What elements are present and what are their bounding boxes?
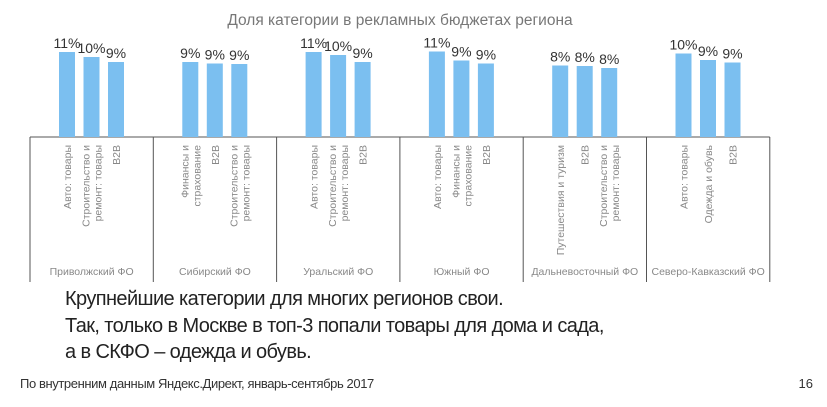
category-label: Строительство и [81,145,93,227]
chart-title: Доля категории в рекламных бюджетах реги… [227,12,573,29]
data-label: 9% [451,44,471,60]
body-line: Крупнейшие категории для многих регионов… [65,288,504,310]
data-label: 10% [77,40,105,56]
category-label: Строительство и [598,145,610,227]
category-label: страхование [462,145,474,207]
category-label: Строительство и [228,145,240,227]
category-label: Одежда и обувь [703,144,715,223]
bar [83,57,100,137]
data-label: 9% [229,47,249,63]
bar [59,52,75,137]
category-label: Авто: товары [62,145,74,209]
bar [428,51,445,137]
data-label: 9% [205,47,225,63]
region-label: Сибирский ФО [179,266,251,278]
category-label: B2B [210,145,222,165]
category-label: Авто: товары [309,145,321,209]
category-label: B2B [481,145,493,165]
bar [206,63,223,137]
page-number: 16 [798,376,813,391]
bar [330,55,347,137]
category-label: ремонт: товары [93,145,105,221]
data-label: 9% [722,46,742,62]
category-label: ремонт: товары [240,145,252,221]
category-label: Строительство и [327,145,339,227]
bar [477,63,494,137]
category-label: Авто: товары [432,145,444,209]
region-label: Уральский ФО [303,266,373,278]
data-label: 8% [575,49,595,65]
data-label: 11% [54,35,81,51]
data-label: 9% [698,43,718,59]
region-label: Северо-Кавказский ФО [651,266,764,278]
category-label: Путешествия и туризм [555,145,567,255]
data-label: 9% [476,47,496,63]
data-label: 10% [669,37,697,53]
bar [552,65,569,137]
data-label: 11% [423,35,450,51]
source-footnote: По внутренним данным Яндекс.Директ, янва… [20,376,374,391]
slide-body-text: Крупнейшие категории для многих регионов… [65,286,604,366]
bar [576,66,593,137]
category-label: B2B [580,145,592,165]
bar [305,52,322,137]
body-line: Так, только в Москве в топ-3 попали това… [65,314,604,337]
category-label: ремонт: товары [610,145,622,221]
category-label: страхование [191,145,203,207]
category-label: Авто: товары [679,145,691,209]
data-label: 11% [300,35,327,51]
bar [724,62,741,137]
bar [182,62,199,137]
data-label: 9% [352,45,372,61]
category-label: B2B [728,145,740,165]
bar [108,62,124,137]
bar-chart: Доля категории в рекламных бюджетах реги… [29,12,771,282]
body-line: а в СКФО – одежда и обувь. [65,341,312,363]
bar [601,68,618,137]
data-label: 8% [550,49,570,65]
bar [453,60,470,137]
category-label: B2B [358,145,370,165]
bar [231,64,248,137]
data-label: 9% [106,45,126,61]
data-label: 10% [324,38,352,54]
category-label: Финансы и [450,145,462,198]
bar [700,60,716,137]
category-label: ремонт: товары [339,145,351,221]
bar [675,53,692,137]
region-label: Приволжский ФО [50,266,134,278]
region-label: Дальневосточный ФО [531,266,638,278]
data-label: 8% [599,51,619,67]
bar [354,62,371,137]
category-label: Финансы и [179,145,191,198]
data-label: 9% [180,45,200,61]
category-label: B2B [111,145,123,165]
region-label: Южный ФО [434,266,490,278]
